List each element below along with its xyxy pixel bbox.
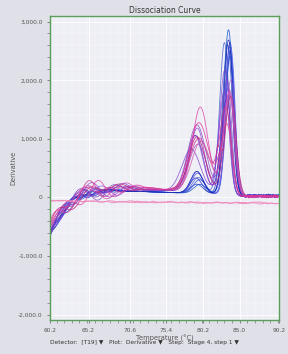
Title: Dissociation Curve: Dissociation Curve [129, 6, 201, 15]
Y-axis label: Derivative: Derivative [11, 151, 17, 185]
Text: Detector:  [T19] ▼   Plot:  Derivative ▼   Step:  Stage 4, step 1 ▼: Detector: [T19] ▼ Plot: Derivative ▼ Ste… [50, 340, 238, 345]
X-axis label: Temperature (°C): Temperature (°C) [136, 335, 194, 342]
